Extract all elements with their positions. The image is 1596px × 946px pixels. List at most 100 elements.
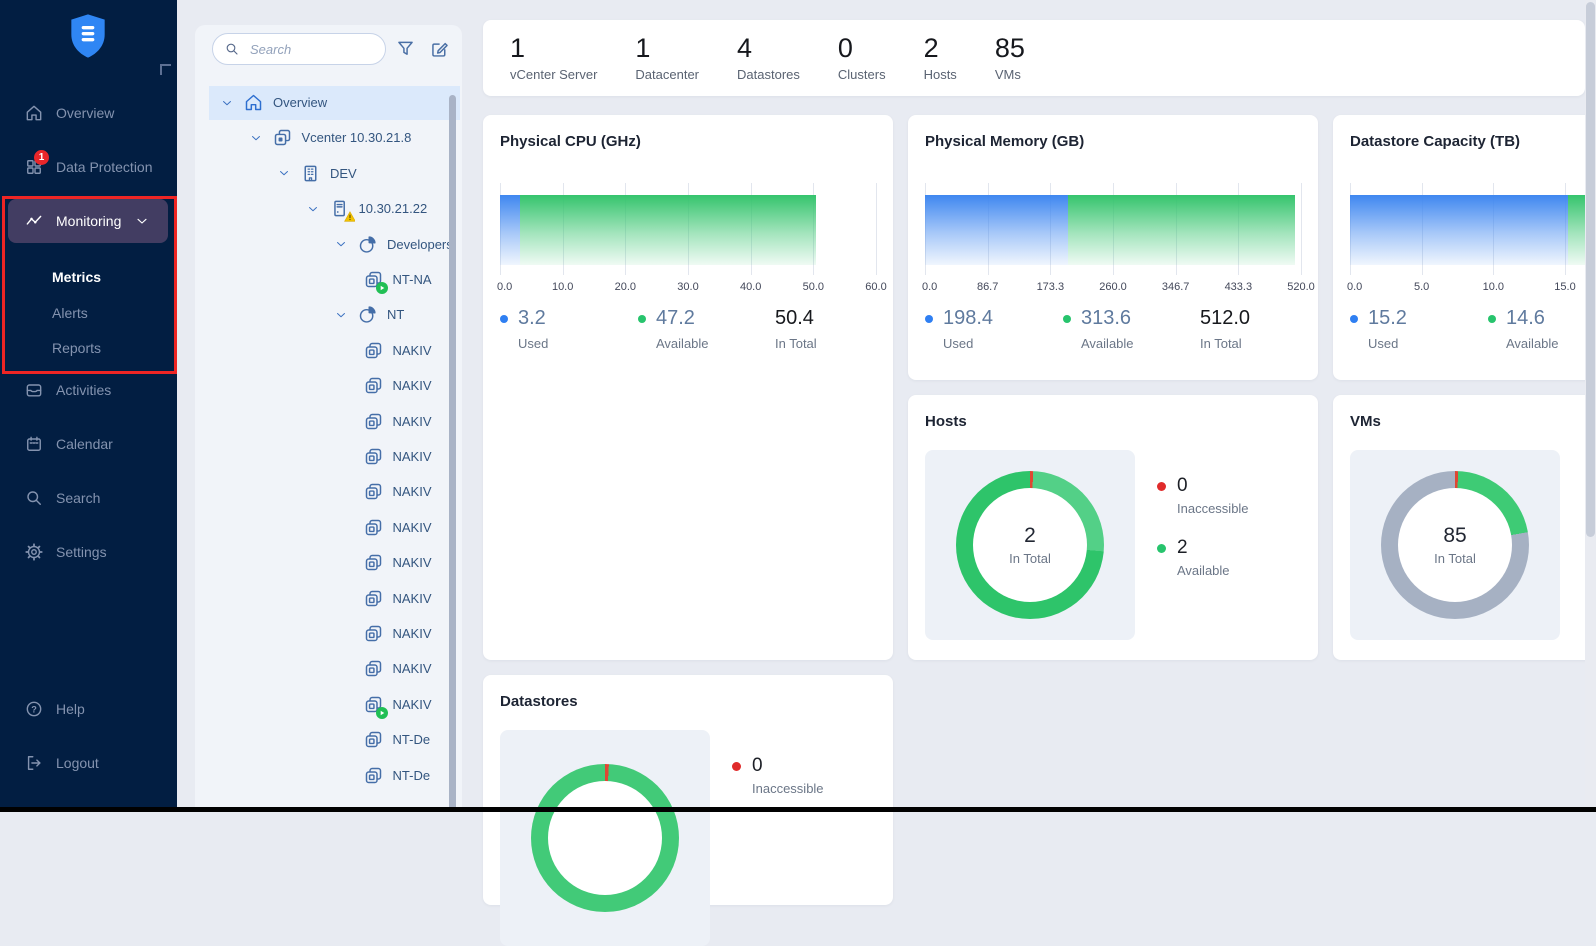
tree-row-label: NAKIV	[392, 661, 432, 677]
sidebar-item-overview[interactable]: Overview	[0, 93, 177, 133]
tree-row-label: NT	[387, 307, 405, 323]
chevron-down-icon[interactable]	[334, 237, 348, 251]
chevron-down-icon[interactable]	[277, 166, 291, 180]
card-title: Physical CPU (GHz)	[500, 133, 641, 150]
window-scrollbar-thumb[interactable]	[1586, 2, 1595, 537]
bar-used-segment	[1350, 195, 1568, 265]
stat-label: In Total	[775, 336, 817, 351]
card-title: Physical Memory (GB)	[925, 133, 1085, 150]
home-icon	[243, 92, 264, 113]
sidebar-item-activities[interactable]: Activities	[0, 370, 177, 410]
tree-row[interactable]: Vcenter 10.30.21.8	[209, 121, 462, 155]
legend-dot	[732, 761, 741, 771]
gauge-stat-used: 15.2 Used	[1350, 307, 1407, 351]
tree-search-input[interactable]	[248, 40, 372, 58]
legend-label: Inaccessible	[752, 781, 824, 796]
axis-tick-label: 40.0	[739, 281, 762, 293]
stat-label: Datacenter	[635, 67, 700, 82]
tree-row[interactable]: NAKIV	[209, 617, 462, 651]
summary-stats-bar: 1 vCenter Server 1 Datacenter 4 Datastores 0 Cl…	[483, 20, 1585, 96]
stat-label: Clusters	[837, 67, 886, 82]
tree-row-label: Overview	[273, 95, 328, 110]
chevron-down-icon[interactable]	[334, 308, 348, 322]
app-window: { "sidebar": { "items": [ {"id":"overvie…	[0, 0, 1596, 912]
window-bottom-edge	[0, 807, 1596, 812]
tree-row[interactable]: NAKIV	[209, 369, 462, 403]
legend-item: 0 Inaccessible	[1157, 475, 1249, 516]
legend-dot	[1350, 314, 1358, 323]
tree-row[interactable]: NAKIV	[209, 546, 462, 580]
sidebar-item-help[interactable]: ? Help	[0, 689, 177, 729]
chevron-down-icon[interactable]	[249, 131, 263, 145]
donut-panel: 85 In Total	[1350, 450, 1560, 640]
filter-icon[interactable]	[395, 38, 416, 59]
host-icon	[329, 198, 356, 222]
tree-search	[212, 33, 386, 65]
stat-value: 512.0	[1200, 307, 1251, 329]
edit-icon[interactable]	[429, 38, 450, 59]
chevron-down-icon[interactable]	[220, 96, 234, 110]
vm-icon	[363, 446, 384, 467]
tree-row[interactable]: 10.30.21.22	[209, 192, 462, 226]
tree-scrollbar-thumb[interactable]	[449, 95, 456, 812]
tree-row[interactable]: NAKIV	[209, 652, 462, 686]
sidebar-item-calendar[interactable]: Calendar	[0, 424, 177, 464]
axis-tick-label: 15.0	[1554, 281, 1576, 293]
tree-row[interactable]: NT	[209, 298, 462, 332]
notification-badge: 1	[34, 150, 49, 165]
summary-stat: 2 Hosts	[924, 33, 957, 96]
sidebar-item-label: Calendar	[56, 436, 113, 452]
summary-stat: 1 Datacenter	[635, 33, 699, 96]
tree-row[interactable]: DEV	[209, 156, 462, 190]
axis-tick-label: 50.0	[802, 281, 825, 293]
datastores-card: Datastores 0 Inaccessible	[483, 675, 893, 946]
summary-stat: 85 VMs	[995, 33, 1025, 96]
tree-row-label: DEV	[330, 165, 357, 181]
sidebar-item-logout[interactable]: Logout	[0, 743, 177, 783]
stat-value: 0	[837, 33, 853, 63]
sidebar-item-label: Logout	[56, 755, 99, 771]
legend-dot	[638, 314, 646, 323]
tree-row[interactable]: NT-De	[209, 723, 462, 757]
gauge-bar	[925, 195, 1301, 265]
chevron-down-icon	[134, 213, 150, 229]
sidebar-collapse-handle[interactable]	[160, 64, 171, 75]
gauge-bar	[1350, 195, 1596, 265]
tree-row-label: Developers	[387, 236, 453, 252]
sidebar-item-alerts[interactable]: Alerts	[52, 301, 88, 325]
tree-row[interactable]: NT-NA	[209, 263, 462, 297]
sidebar-item-label: Settings	[56, 544, 107, 560]
legend-dot	[925, 314, 933, 323]
tree-row-label: NT-De	[392, 732, 431, 748]
donut-chart: 85 In Total	[1381, 471, 1529, 619]
tree-row[interactable]: NAKIV	[209, 440, 462, 474]
gear-icon	[24, 542, 44, 562]
axis-tick-label: 60.0	[865, 281, 887, 293]
tree-row[interactable]: NAKIV	[209, 333, 462, 367]
gauge-stat-in-total: 512.0 In Total	[1200, 307, 1250, 351]
tree-row[interactable]: Developers	[209, 227, 462, 261]
tree-row[interactable]: NAKIV	[209, 475, 462, 509]
tree-row[interactable]: NAKIV	[209, 581, 462, 615]
axis-tick-label: 520.0	[1287, 281, 1315, 293]
sidebar-item-metrics[interactable]: Metrics	[52, 265, 101, 289]
tree-row-label: NAKIV	[392, 449, 432, 464]
vm-icon	[363, 694, 388, 719]
sidebar-item-monitoring[interactable]: Monitoring	[0, 201, 177, 241]
sidebar-sub-label: Reports	[52, 340, 102, 356]
sidebar-item-data-protection[interactable]: 1 Data Protection	[0, 147, 177, 187]
tree-row[interactable]: NAKIV	[209, 404, 462, 438]
chevron-down-icon[interactable]	[306, 202, 320, 216]
sidebar-item-reports[interactable]: Reports	[52, 336, 101, 360]
tree-row[interactable]: Overview	[209, 85, 460, 120]
tree-row-label: NAKIV	[392, 519, 432, 535]
donut-legend: 0 Inaccessible 2 Available	[1157, 475, 1249, 599]
stat-label: Used	[943, 336, 974, 351]
tree-row[interactable]: NT-De	[209, 758, 462, 792]
tree-row[interactable]: NAKIV	[209, 510, 462, 544]
stat-label: vCenter Server	[510, 67, 598, 82]
sidebar-item-settings[interactable]: Settings	[0, 532, 177, 572]
tree-row[interactable]: NAKIV	[209, 687, 462, 721]
sidebar-item-search[interactable]: Search	[0, 478, 177, 518]
pool-icon	[357, 304, 378, 325]
